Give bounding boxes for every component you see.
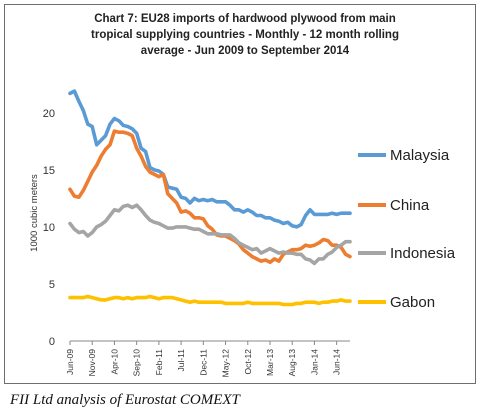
y-axis-ticks: 0 5 10 15 20 — [43, 108, 55, 348]
x-tick-label: Dec-11 — [198, 349, 208, 376]
y-tick-label: 10 — [43, 222, 55, 234]
legend-label-malaysia: Malaysia — [390, 147, 450, 164]
series-line-gabon — [68, 294, 352, 307]
source-caption: FII Ltd analysis of Eurostat COMEXT — [10, 392, 240, 408]
x-tick-label: Mar-13 — [265, 349, 275, 376]
x-tick-label: Aug-13 — [287, 349, 297, 377]
series-line-china — [68, 129, 352, 265]
x-tick-label: Jul-11 — [176, 349, 186, 372]
x-tick-label: Jan-14 — [309, 349, 319, 375]
x-tick-label: Nov-09 — [87, 349, 97, 377]
x-tick-label: Apr-10 — [109, 349, 119, 375]
legend-label-indonesia: Indonesia — [390, 245, 456, 262]
series-line-indonesia — [68, 203, 352, 266]
x-tick-label: Jun-14 — [332, 349, 342, 375]
series-lines — [68, 89, 352, 307]
x-tick-label: Oct-12 — [243, 349, 253, 375]
y-axis-label: 1000 cubic meters — [29, 174, 40, 252]
x-tick-label: Sep-10 — [132, 349, 142, 377]
x-tick-label: Jun-09 — [65, 349, 75, 375]
y-tick-label: 20 — [43, 108, 55, 120]
chart-title-line-2: tropical supplying countries - Monthly -… — [91, 29, 399, 41]
legend-label-china: China — [390, 197, 430, 214]
y-tick-label: 15 — [43, 165, 55, 177]
y-tick-label: 0 — [49, 336, 55, 348]
chart-title-line-3: average - Jun 2009 to September 2014 — [141, 45, 350, 57]
x-tick-label: May-12 — [221, 349, 231, 378]
x-axis-ticks: Jun-09 Nov-09 Apr-10 Sep-10 Feb-11 Jul-11 Dec-… — [65, 341, 342, 377]
series-line-malaysia — [68, 89, 352, 229]
chart-title-line-1: Chart 7: EU28 imports of hardwood plywoo… — [94, 13, 396, 25]
y-tick-label: 5 — [49, 279, 55, 291]
x-tick-label: Feb-11 — [154, 349, 164, 376]
legend: Malaysia China Indonesia Gabon — [358, 147, 456, 311]
legend-label-gabon: Gabon — [390, 294, 435, 311]
